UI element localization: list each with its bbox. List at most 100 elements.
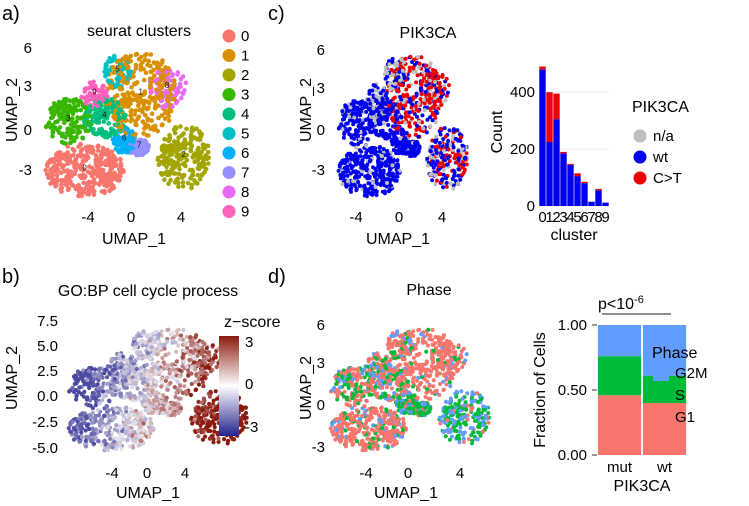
- c-bar-segment-C>T: [581, 181, 588, 184]
- a-point: [141, 66, 146, 72]
- a-point: [166, 161, 172, 167]
- b-point: [125, 437, 130, 442]
- c-point: [425, 98, 430, 103]
- c-point: [384, 91, 389, 96]
- b-point: [130, 385, 135, 390]
- a-point: [83, 190, 89, 195]
- a-point: [113, 131, 119, 137]
- c-point: [392, 158, 397, 163]
- c-point: [390, 163, 395, 168]
- c-point: [460, 160, 465, 165]
- c-point: [339, 122, 344, 127]
- a-point: [104, 180, 110, 185]
- b-point: [187, 357, 192, 363]
- c-xtick-2: 0: [395, 209, 403, 226]
- a-point: [48, 115, 54, 121]
- c-point: [428, 124, 433, 129]
- a-point: [189, 143, 194, 149]
- b-point: [147, 333, 153, 338]
- b-point: [177, 409, 182, 414]
- c-point: [422, 101, 427, 106]
- a-point: [148, 80, 154, 85]
- b-point: [157, 361, 162, 366]
- a-legend-swatch: [222, 68, 236, 82]
- panel-d-title: Phase: [406, 282, 451, 299]
- b-point: [165, 387, 170, 392]
- b-point: [113, 356, 118, 361]
- a-point: [174, 177, 179, 182]
- a-point: [66, 170, 71, 175]
- c-point: [432, 139, 437, 144]
- a-point: [91, 96, 96, 101]
- c-point: [447, 128, 452, 133]
- c-point: [387, 62, 392, 67]
- b-point: [189, 415, 194, 420]
- b-point: [135, 415, 140, 421]
- c-point: [365, 137, 370, 142]
- a-point: [133, 108, 139, 113]
- c-point: [374, 94, 379, 98]
- b-point: [147, 427, 153, 433]
- c-point: [371, 106, 376, 111]
- a-legend-label: 6: [241, 145, 249, 162]
- c-point: [353, 175, 358, 180]
- c-point: [358, 183, 363, 188]
- a-point: [182, 154, 188, 159]
- a-point: [99, 113, 104, 119]
- a-point: [96, 148, 101, 153]
- c-point: [403, 120, 408, 125]
- a-point: [196, 162, 202, 167]
- a-legend-swatch: [222, 107, 236, 121]
- d-point: [425, 332, 430, 337]
- b-point: [100, 398, 105, 403]
- c-point: [406, 114, 411, 119]
- b-point: [121, 417, 126, 422]
- b-ytick-3: 2.5: [37, 363, 58, 380]
- a-point: [138, 92, 143, 98]
- a-point: [67, 98, 73, 103]
- a-point: [134, 94, 139, 100]
- c-point: [386, 152, 391, 157]
- c-point: [366, 97, 371, 102]
- a-point: [43, 167, 48, 173]
- a-point: [184, 126, 189, 132]
- c-ylabel: UMAP_2: [298, 78, 315, 142]
- a-point: [118, 156, 123, 162]
- c-point: [349, 157, 354, 162]
- a-point: [110, 65, 116, 70]
- b-point: [86, 382, 91, 388]
- c-point: [446, 147, 451, 152]
- c-point: [389, 177, 394, 182]
- a-point: [182, 161, 187, 166]
- b-point: [79, 374, 84, 379]
- a-point: [113, 139, 118, 145]
- b-point: [79, 430, 84, 435]
- b-point: [127, 394, 132, 399]
- b-point: [198, 370, 203, 375]
- a-point: [95, 111, 101, 117]
- a-point: [108, 85, 114, 90]
- c-point: [390, 56, 395, 61]
- a-point: [179, 133, 184, 138]
- a-point: [195, 147, 200, 153]
- c-point: [387, 187, 392, 192]
- c-point: [444, 184, 449, 189]
- c-point: [391, 141, 396, 146]
- c-point: [434, 178, 439, 183]
- c-point: [378, 91, 383, 96]
- a-point: [172, 130, 178, 136]
- c-point: [400, 145, 405, 150]
- a-point: [66, 127, 71, 133]
- a-point: [95, 172, 100, 177]
- b-point: [155, 399, 160, 404]
- b-point: [91, 392, 96, 397]
- a-point: [71, 107, 76, 112]
- a-point: [157, 83, 163, 89]
- panel-c-label: c): [268, 3, 285, 25]
- b-point: [205, 425, 210, 430]
- a-point: [164, 102, 169, 107]
- b-point: [132, 336, 137, 341]
- c-bar-segment-wt: [553, 119, 560, 206]
- b-point: [196, 399, 201, 404]
